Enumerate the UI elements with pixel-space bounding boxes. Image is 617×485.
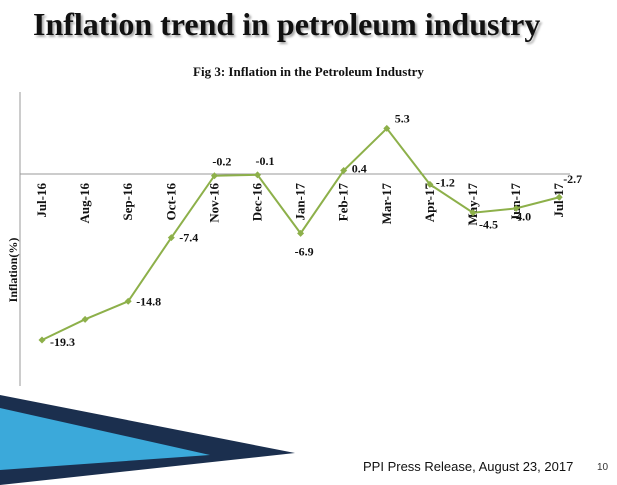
data-point[interactable] bbox=[297, 229, 305, 237]
data-label: 0.4 bbox=[352, 162, 367, 176]
data-label: 5.3 bbox=[395, 111, 410, 125]
data-point[interactable] bbox=[124, 297, 132, 305]
data-point[interactable] bbox=[469, 209, 477, 217]
data-point[interactable] bbox=[254, 171, 261, 179]
x-tick-label: May-17 bbox=[465, 183, 480, 226]
data-point[interactable] bbox=[426, 180, 434, 188]
x-tick-label: Feb-17 bbox=[336, 183, 351, 222]
x-tick-label: Apr-17 bbox=[422, 183, 437, 223]
data-label: -0.2 bbox=[212, 155, 231, 169]
data-label: -4.5 bbox=[479, 218, 498, 232]
data-point[interactable] bbox=[81, 315, 89, 323]
x-tick-label: Dec-16 bbox=[250, 183, 265, 222]
x-tick-label: Oct-16 bbox=[163, 183, 178, 221]
data-label: -14.8 bbox=[136, 294, 161, 308]
x-tick-label: Aug-16 bbox=[77, 183, 92, 224]
data-label: -4.0 bbox=[512, 209, 531, 223]
y-axis-label: Inflation(%) bbox=[6, 238, 20, 303]
x-tick-label: Mar-17 bbox=[379, 183, 394, 225]
data-label: -6.9 bbox=[295, 244, 314, 258]
data-point[interactable] bbox=[340, 167, 348, 175]
footer-text: PPI Press Release, August 23, 2017 bbox=[363, 459, 574, 474]
x-tick-label: Sep-16 bbox=[120, 183, 135, 221]
footer-decoration-light bbox=[0, 408, 210, 470]
x-tick-label: Jul-16 bbox=[34, 183, 49, 218]
page-number: 10 bbox=[597, 462, 609, 473]
data-label: -1.2 bbox=[436, 175, 455, 189]
data-point[interactable] bbox=[383, 124, 391, 132]
data-label: -7.4 bbox=[179, 231, 198, 245]
data-label: -2.7 bbox=[563, 172, 582, 186]
x-tick-label: Jun-17 bbox=[508, 183, 523, 222]
slide-title: Inflation trend in petroleum industry bbox=[33, 6, 541, 42]
data-point[interactable] bbox=[512, 204, 520, 212]
data-label: -0.1 bbox=[256, 154, 275, 168]
data-point[interactable] bbox=[167, 234, 175, 242]
x-tick-label: Nov-16 bbox=[206, 183, 221, 223]
data-point[interactable] bbox=[38, 336, 46, 344]
x-tick-label: Jan-17 bbox=[293, 183, 308, 221]
data-label: -19.3 bbox=[50, 335, 75, 349]
data-point[interactable] bbox=[555, 193, 563, 201]
data-point[interactable] bbox=[210, 172, 218, 180]
chart-title: Fig 3: Inflation in the Petroleum Indust… bbox=[193, 64, 424, 79]
